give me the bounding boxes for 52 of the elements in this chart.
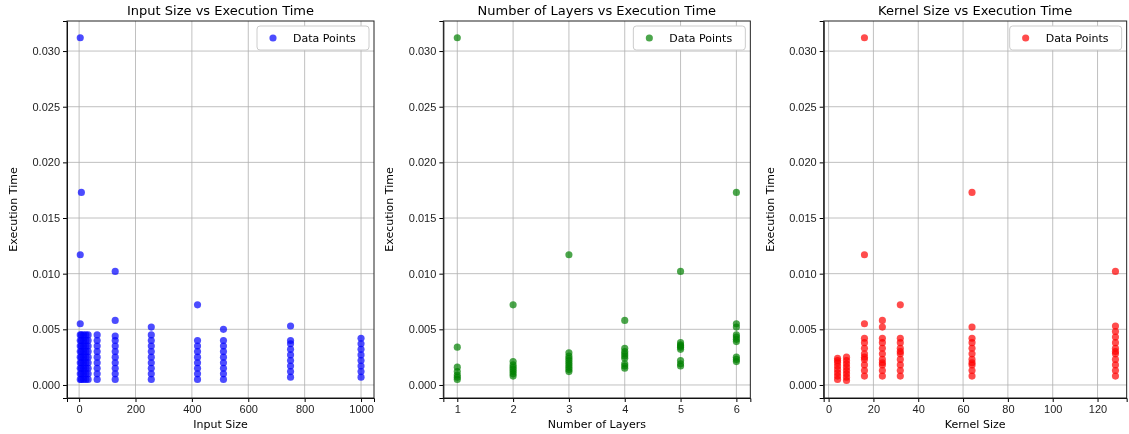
y-tick-label: 0.030	[789, 45, 817, 58]
x-tick-label: 40	[912, 402, 925, 415]
y-tick-label: 0.030	[408, 45, 437, 58]
y-tick-label: 0.025	[789, 100, 817, 113]
y-tick-label: 0.000	[408, 379, 437, 391]
y-tick-label: 0.010	[408, 267, 437, 280]
x-axis-title: Kernel Size	[944, 418, 1006, 431]
y-axis-title: Execution Time	[383, 167, 397, 252]
y-axis-title: Execution Time	[763, 167, 777, 252]
y-tick-label: 0.025	[408, 100, 437, 113]
x-tick-label: 5	[678, 402, 685, 415]
y-tick-label: 0.020	[32, 156, 60, 169]
x-tick-label: 3	[566, 402, 573, 415]
y-tick-label: 0.015	[408, 212, 437, 225]
y-tick-label: 0.005	[408, 323, 437, 336]
y-tick-label: 0.010	[789, 267, 817, 280]
x-tick-label: 1	[454, 402, 461, 415]
x-tick-label: 120	[1088, 402, 1108, 415]
chart-title: Number of Layers vs Execution Time	[477, 3, 717, 18]
y-tick-label: 0.000	[32, 379, 60, 391]
x-tick-label: 1000	[349, 402, 374, 415]
y-tick-label: 0.030	[32, 45, 60, 58]
y-tick-label: 0.005	[32, 323, 60, 336]
x-tick-label: 20	[867, 402, 881, 415]
y-tick-label: 0.015	[789, 212, 817, 225]
legend-label: Data Points	[293, 32, 357, 45]
x-axis-title: Input Size	[193, 418, 249, 431]
legend-label: Data Points	[1045, 32, 1109, 45]
y-tick-label: 0.010	[32, 267, 60, 280]
x-axis-title: Number of Layers	[547, 418, 647, 431]
x-tick-label: 200	[126, 402, 146, 415]
legend-label: Data Points	[669, 32, 733, 45]
x-tick-label: 6	[733, 402, 740, 415]
y-tick-label: 0.005	[789, 323, 817, 336]
chart-title: Input Size vs Execution Time	[127, 3, 314, 18]
y-axis-title: Execution Time	[7, 167, 20, 252]
y-tick-label: 0.020	[408, 156, 437, 169]
x-tick-label: 100	[1044, 402, 1063, 415]
x-tick-label: 800	[295, 402, 315, 415]
x-tick-label: 600	[239, 402, 258, 415]
x-tick-label: 60	[957, 402, 970, 415]
x-tick-label: 4	[622, 402, 629, 415]
x-tick-label: 2	[510, 402, 517, 415]
x-tick-label: 0	[826, 402, 833, 415]
x-tick-label: 400	[183, 402, 202, 415]
y-tick-label: 0.025	[32, 100, 60, 113]
y-tick-label: 0.000	[789, 379, 817, 391]
x-tick-label: 0	[76, 402, 83, 415]
y-tick-label: 0.020	[789, 156, 817, 169]
x-tick-label: 80	[1002, 402, 1015, 415]
chart-title: Kernel Size vs Execution Time	[878, 3, 1073, 18]
y-tick-label: 0.015	[32, 212, 60, 225]
